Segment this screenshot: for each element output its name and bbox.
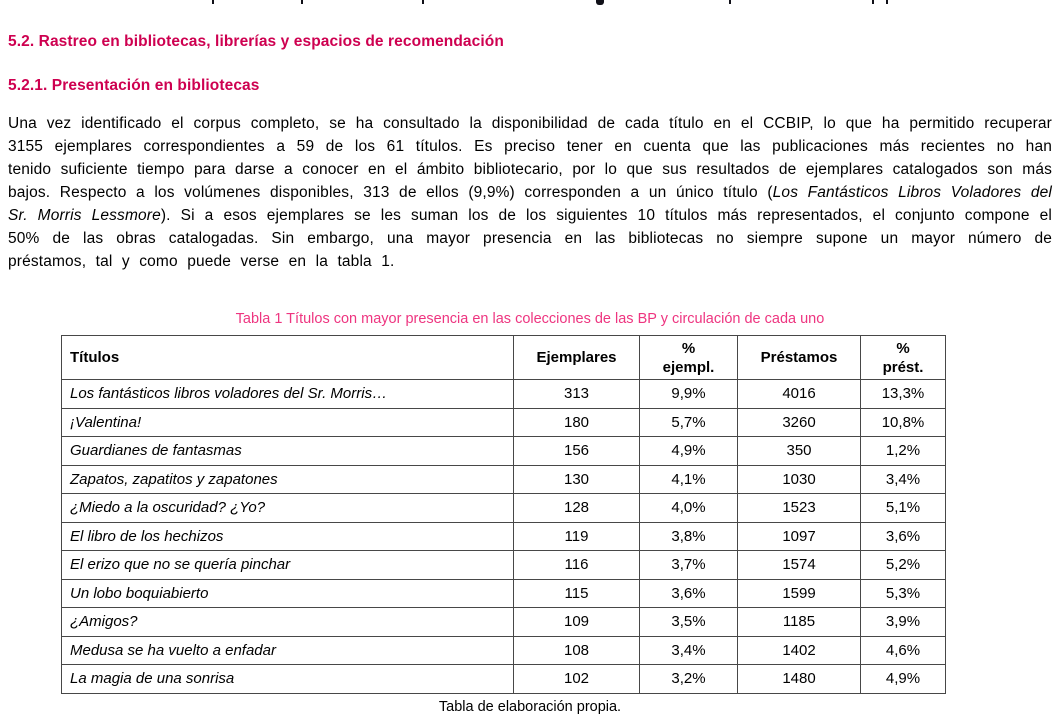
- cell-ejemplares: 128: [513, 493, 640, 523]
- col-header-pct-prest: % prést.: [860, 335, 946, 380]
- table-row: El erizo que no se quería pinchar 116 3,…: [61, 550, 946, 580]
- cell-ejemplares: 130: [513, 464, 640, 494]
- cell-prestamos: 1185: [737, 607, 861, 637]
- cell-ejemplares: 102: [513, 664, 640, 694]
- cell-pct-ejempl: 9,9%: [639, 379, 738, 409]
- table-row: Los fantásticos libros voladores del Sr.…: [61, 379, 946, 409]
- cell-pct-prest: 3,4%: [860, 464, 946, 494]
- clipped-text-fragment: [301, 0, 303, 4]
- cell-pct-prest: 5,3%: [860, 578, 946, 608]
- cell-prestamos: 1599: [737, 578, 861, 608]
- table-row: Un lobo boquiabierto 115 3,6% 1599 5,3%: [61, 578, 946, 608]
- cell-title: El libro de los hechizos: [61, 521, 514, 551]
- cell-ejemplares: 180: [513, 407, 640, 437]
- cell-pct-ejempl: 5,7%: [639, 407, 738, 437]
- table-source-note: Tabla de elaboración propia.: [438, 699, 622, 715]
- cell-pct-prest: 1,2%: [860, 436, 946, 466]
- cell-prestamos: 3260: [737, 407, 861, 437]
- cell-pct-prest: 4,6%: [860, 635, 946, 665]
- cell-pct-ejempl: 4,0%: [639, 493, 738, 523]
- cell-title: ¡Valentina!: [61, 407, 514, 437]
- cell-prestamos: 1097: [737, 521, 861, 551]
- cell-pct-prest: 5,1%: [860, 493, 946, 523]
- cell-prestamos: 1523: [737, 493, 861, 523]
- table-row: ¿Miedo a la oscuridad? ¿Yo? 128 4,0% 152…: [61, 493, 946, 523]
- cell-prestamos: 1030: [737, 464, 861, 494]
- clipped-text-fragment: [872, 0, 874, 4]
- cell-prestamos: 350: [737, 436, 861, 466]
- cell-ejemplares: 119: [513, 521, 640, 551]
- cell-title: ¿Amigos?: [61, 607, 514, 637]
- cell-ejemplares: 156: [513, 436, 640, 466]
- cell-pct-ejempl: 4,1%: [639, 464, 738, 494]
- table-row: Guardianes de fantasmas 156 4,9% 350 1,2…: [61, 436, 946, 466]
- titles-table: Títulos Ejemplares % ejempl. Préstamos %…: [61, 335, 946, 694]
- cell-pct-prest: 10,8%: [860, 407, 946, 437]
- clipped-text-fragment: [212, 0, 214, 4]
- book-title-italic: Los Fantásticos Libros Voladores del Sr.…: [8, 183, 1052, 224]
- cell-title: Un lobo boquiabierto: [61, 578, 514, 608]
- section-heading: 5.2. Rastreo en bibliotecas, librerías y…: [8, 33, 504, 50]
- cell-title: Guardianes de fantasmas: [61, 436, 514, 466]
- table-row: La magia de una sonrisa 102 3,2% 1480 4,…: [61, 664, 946, 694]
- col-header-ejemplares: Ejemplares: [513, 335, 640, 380]
- cell-pct-prest: 3,6%: [860, 521, 946, 551]
- table-row: Medusa se ha vuelto a enfadar 108 3,4% 1…: [61, 635, 946, 665]
- cell-title: Zapatos, zapatitos y zapatones: [61, 464, 514, 494]
- cell-prestamos: 1480: [737, 664, 861, 694]
- table-row: El libro de los hechizos 119 3,8% 1097 3…: [61, 521, 946, 551]
- clipped-text-fragment: [729, 0, 731, 4]
- cell-pct-ejempl: 4,9%: [639, 436, 738, 466]
- cell-ejemplares: 313: [513, 379, 640, 409]
- col-header-pct-ejempl: % ejempl.: [639, 335, 738, 380]
- cell-pct-ejempl: 3,8%: [639, 521, 738, 551]
- cell-ejemplares: 116: [513, 550, 640, 580]
- cell-pct-prest: 13,3%: [860, 379, 946, 409]
- cell-prestamos: 1574: [737, 550, 861, 580]
- cell-pct-ejempl: 3,4%: [639, 635, 738, 665]
- cell-pct-prest: 3,9%: [860, 607, 946, 637]
- subsection-heading: 5.2.1. Presentación en bibliotecas: [8, 77, 260, 94]
- paragraph-text-after-italic: ). Si a esos ejemplares se les suman los…: [8, 206, 1052, 270]
- cell-pct-prest: 4,9%: [860, 664, 946, 694]
- cell-title: Los fantásticos libros voladores del Sr.…: [61, 379, 514, 409]
- clipped-text-fragment: [596, 0, 604, 5]
- cell-pct-ejempl: 3,7%: [639, 550, 738, 580]
- table-row: ¡Valentina! 180 5,7% 3260 10,8%: [61, 407, 946, 437]
- col-header-titulos: Títulos: [61, 335, 514, 380]
- table-row: ¿Amigos? 109 3,5% 1185 3,9%: [61, 607, 946, 637]
- cell-title: ¿Miedo a la oscuridad? ¿Yo?: [61, 493, 514, 523]
- cell-title: El erizo que no se quería pinchar: [61, 550, 514, 580]
- body-paragraph: Una vez identificado el corpus completo,…: [8, 112, 1052, 273]
- cell-ejemplares: 108: [513, 635, 640, 665]
- cell-ejemplares: 115: [513, 578, 640, 608]
- cell-pct-prest: 5,2%: [860, 550, 946, 580]
- col-header-prestamos: Préstamos: [737, 335, 861, 380]
- paragraph-text-before-italic: Una vez identificado el corpus completo,…: [8, 114, 1052, 201]
- cell-ejemplares: 109: [513, 607, 640, 637]
- cell-pct-ejempl: 3,5%: [639, 607, 738, 637]
- table-row: Zapatos, zapatitos y zapatones 130 4,1% …: [61, 464, 946, 494]
- cell-pct-ejempl: 3,2%: [639, 664, 738, 694]
- clipped-text-fragment: [422, 0, 424, 4]
- table-body: Los fantásticos libros voladores del Sr.…: [61, 379, 946, 694]
- cell-title: Medusa se ha vuelto a enfadar: [61, 635, 514, 665]
- table-caption: Tabla 1 Títulos con mayor presencia en l…: [235, 311, 825, 327]
- clipped-text-fragment: [886, 0, 888, 4]
- cell-prestamos: 1402: [737, 635, 861, 665]
- cell-title: La magia de una sonrisa: [61, 664, 514, 694]
- cell-prestamos: 4016: [737, 379, 861, 409]
- cell-pct-ejempl: 3,6%: [639, 578, 738, 608]
- table-header-row: Títulos Ejemplares % ejempl. Préstamos %…: [61, 335, 946, 380]
